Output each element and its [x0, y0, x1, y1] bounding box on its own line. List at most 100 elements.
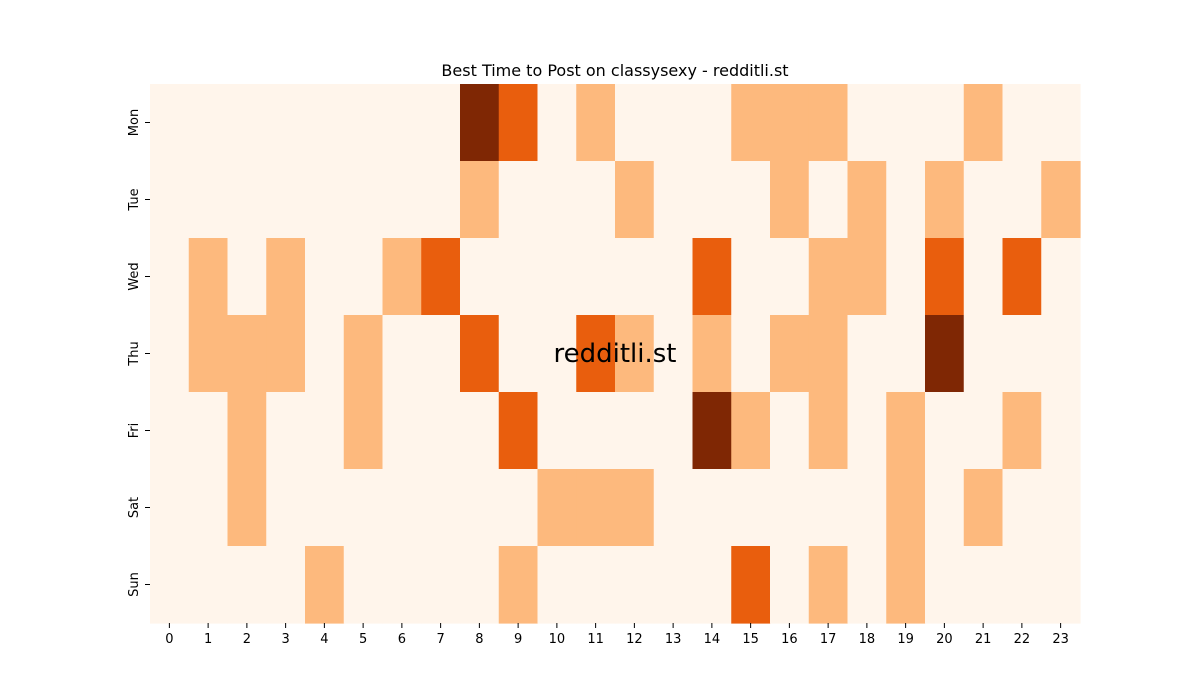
heatmap-cell-thu-14: [692, 315, 732, 393]
heatmap-cell-sun-1: [188, 546, 229, 624]
heatmap-cell-sat-13: [653, 469, 694, 547]
heatmap-cell-thu-15: [731, 315, 771, 393]
heatmap-cell-tue-22: [1002, 161, 1042, 239]
heatmap-cell-sat-20: [925, 469, 965, 547]
heatmap-cell-wed-22: [1002, 238, 1042, 316]
heatmap-cell-sat-5: [343, 469, 384, 547]
heatmap-cell-sat-2: [227, 469, 267, 547]
heatmap-cell-mon-8: [460, 84, 500, 162]
heatmap-cell-sat-12: [615, 469, 655, 547]
heatmap-cell-thu-12: [615, 315, 655, 393]
x-tick-label: 6: [398, 632, 406, 647]
heatmap-cell-wed-7: [421, 238, 461, 316]
x-tick-label: 23: [1052, 632, 1069, 647]
heatmap-cell-mon-6: [382, 84, 422, 162]
heatmap-cell-sat-6: [382, 469, 422, 547]
y-tick-label: Sun: [127, 572, 142, 597]
x-tick-label: 17: [820, 632, 837, 647]
heatmap-cell-mon-12: [615, 84, 655, 162]
heatmap-cell-mon-20: [925, 84, 965, 162]
y-tick-label: Tue: [127, 188, 142, 211]
heatmap-cell-tue-5: [343, 161, 384, 239]
heatmap-cell-wed-0: [150, 238, 190, 316]
heatmap-cell-mon-22: [1002, 84, 1042, 162]
heatmap-cell-fri-10: [537, 392, 577, 470]
heatmap-cell-tue-16: [770, 161, 810, 239]
heatmap-cell-thu-16: [770, 315, 810, 393]
heatmap-cell-wed-15: [731, 238, 771, 316]
heatmap-cell-fri-8: [460, 392, 500, 470]
heatmap-cell-tue-19: [886, 161, 926, 239]
heatmap-cell-fri-19: [886, 392, 926, 470]
heatmap-cell-wed-14: [692, 238, 732, 316]
heatmap-cell-wed-11: [576, 238, 616, 316]
heatmap-cell-mon-4: [305, 84, 345, 162]
heatmap-cell-fri-16: [770, 392, 810, 470]
heatmap-cell-wed-17: [808, 238, 849, 316]
heatmap-cell-fri-13: [653, 392, 694, 470]
heatmap-cell-tue-11: [576, 161, 616, 239]
heatmap-cell-thu-4: [305, 315, 345, 393]
heatmap-cell-fri-21: [963, 392, 1004, 470]
heatmap-cell-tue-15: [731, 161, 771, 239]
heatmap-cell-tue-17: [808, 161, 849, 239]
heatmap-cell-mon-9: [498, 84, 539, 162]
x-tick-label: 9: [514, 632, 522, 647]
heatmap-cell-sun-9: [498, 546, 539, 624]
heatmap-cell-sun-15: [731, 546, 771, 624]
heatmap-cell-sat-16: [770, 469, 810, 547]
x-tick-label: 14: [704, 632, 721, 647]
heatmap-cell-tue-23: [1041, 161, 1081, 239]
x-tick-label: 5: [359, 632, 367, 647]
heatmap-cell-sun-13: [653, 546, 694, 624]
x-tick-label: 11: [587, 632, 604, 647]
heatmap-cell-tue-21: [963, 161, 1004, 239]
heatmap-cell-thu-9: [498, 315, 539, 393]
heatmap-cell-mon-5: [343, 84, 384, 162]
heatmap-cell-fri-9: [498, 392, 539, 470]
heatmap-cell-fri-14: [692, 392, 732, 470]
x-tick-label: 10: [549, 632, 566, 647]
x-tick-label: 3: [281, 632, 289, 647]
heatmap-cell-wed-2: [227, 238, 267, 316]
heatmap-cell-tue-6: [382, 161, 422, 239]
heatmap-cell-tue-7: [421, 161, 461, 239]
heatmap-cell-tue-3: [266, 161, 306, 239]
heatmap-cell-sat-22: [1002, 469, 1042, 547]
heatmap-cell-thu-21: [963, 315, 1004, 393]
heatmap-cell-mon-2: [227, 84, 267, 162]
heatmap-cell-wed-16: [770, 238, 810, 316]
x-tick-label: 0: [165, 632, 173, 647]
heatmap-cell-sun-22: [1002, 546, 1042, 624]
y-tick-label: Thu: [127, 341, 142, 366]
heatmap-cell-sun-21: [963, 546, 1004, 624]
heatmap-cell-sun-7: [421, 546, 461, 624]
heatmap-cell-thu-18: [847, 315, 887, 393]
heatmap-cell-wed-4: [305, 238, 345, 316]
heatmap-cell-sun-14: [692, 546, 732, 624]
heatmap-cell-wed-19: [886, 238, 926, 316]
heatmap-cell-fri-22: [1002, 392, 1042, 470]
heatmap-cell-thu-17: [808, 315, 849, 393]
heatmap-cell-sat-21: [963, 469, 1004, 547]
heatmap-cell-sat-0: [150, 469, 190, 547]
heatmap-cell-thu-13: [653, 315, 694, 393]
heatmap-cell-thu-11: [576, 315, 616, 393]
heatmap-cell-tue-4: [305, 161, 345, 239]
heatmap-cell-wed-23: [1041, 238, 1081, 316]
heatmap-cell-mon-10: [537, 84, 577, 162]
heatmap-cell-sun-17: [808, 546, 849, 624]
heatmap-cell-thu-3: [266, 315, 306, 393]
heatmap-cell-mon-16: [770, 84, 810, 162]
heatmap-cell-thu-23: [1041, 315, 1081, 393]
heatmap-cell-mon-15: [731, 84, 771, 162]
heatmap-cell-thu-8: [460, 315, 500, 393]
y-tick-label: Fri: [127, 423, 142, 439]
heatmap-cell-fri-3: [266, 392, 306, 470]
heatmap-cell-tue-12: [615, 161, 655, 239]
heatmap-cell-sat-14: [692, 469, 732, 547]
heatmap-cell-wed-12: [615, 238, 655, 316]
watermark: redditli.st: [554, 339, 677, 369]
heatmap-cell-fri-12: [615, 392, 655, 470]
heatmap-cell-mon-7: [421, 84, 461, 162]
